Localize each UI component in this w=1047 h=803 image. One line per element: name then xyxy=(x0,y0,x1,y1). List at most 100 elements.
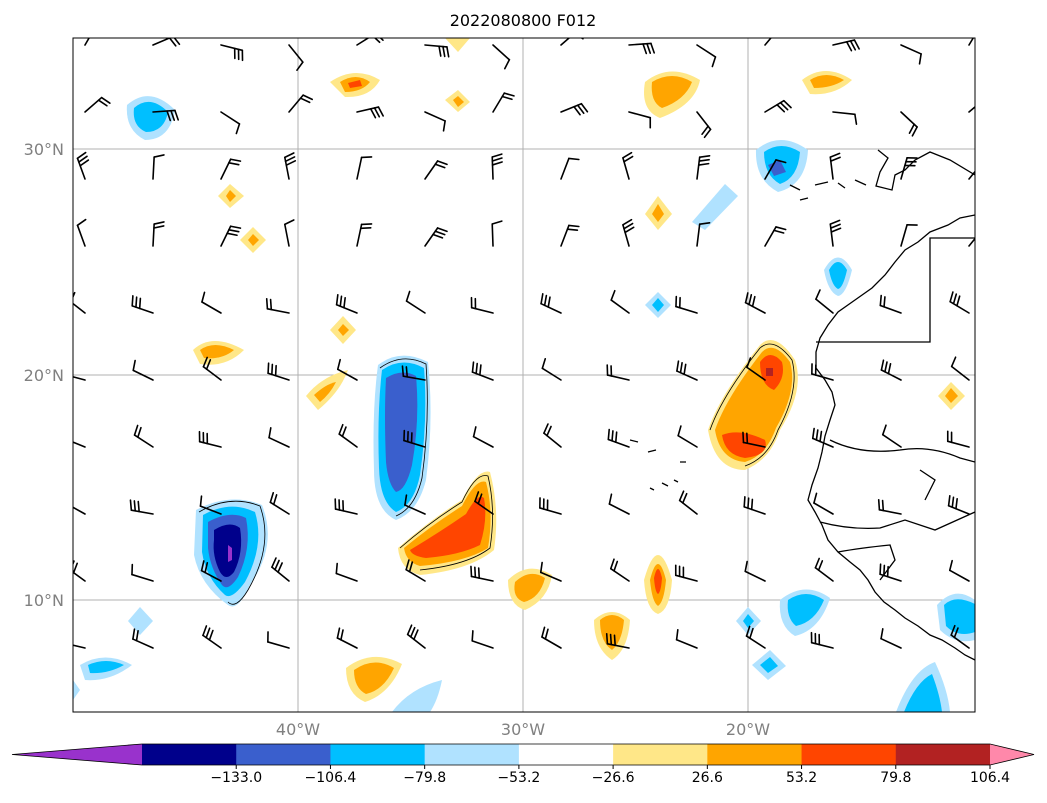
wind-barb xyxy=(470,565,494,582)
wind-barb xyxy=(829,152,841,180)
colorbar-tick-label: 26.6 xyxy=(692,770,723,786)
wind-barb xyxy=(606,364,630,381)
wind-barb xyxy=(356,156,373,180)
wind-barb xyxy=(471,630,494,649)
colorbar-extend-low xyxy=(12,744,142,765)
colorbar-swatch xyxy=(707,744,803,765)
colorbar-tick-label: 106.4 xyxy=(970,770,1010,786)
lon-label-40w: 40°W xyxy=(276,720,320,739)
wind-barb xyxy=(560,224,580,247)
wind-barb xyxy=(811,427,834,448)
wind-barb xyxy=(152,109,180,122)
wind-barb xyxy=(541,357,562,381)
border-line-5 xyxy=(919,469,936,501)
wind-barb xyxy=(764,99,792,113)
wind-barb xyxy=(424,227,448,247)
wind-barb xyxy=(199,495,222,515)
wind-barb xyxy=(220,158,242,180)
contour-fills xyxy=(73,38,975,712)
wind-barb xyxy=(678,490,698,515)
wind-barb xyxy=(813,492,834,515)
wind-barb xyxy=(356,38,384,46)
wind-barb xyxy=(73,375,86,381)
wind-barb xyxy=(814,557,834,582)
lon-label-20w: 20°W xyxy=(726,720,770,739)
latitude-labels: 30°N 20°N 10°N xyxy=(24,140,64,610)
colorbar-tick-label: −26.6 xyxy=(592,770,635,786)
wind-barb xyxy=(335,294,358,314)
wind-barb xyxy=(268,427,290,448)
wind-barb xyxy=(744,292,766,314)
wind-barb xyxy=(335,562,358,582)
wind-barb xyxy=(132,359,154,381)
wind-barb xyxy=(267,631,290,649)
wind-barb xyxy=(424,44,450,58)
contour-blob-negative-central xyxy=(373,355,431,520)
wind-barb xyxy=(406,624,426,649)
colorbar-tick-label: 79.8 xyxy=(880,770,911,786)
wind-barb xyxy=(541,626,562,649)
wind-barb xyxy=(424,160,448,180)
contour-small-negatives xyxy=(73,96,975,712)
wind-barb xyxy=(492,92,515,113)
wind-barb xyxy=(560,157,580,180)
wind-barb xyxy=(743,496,766,515)
wind-barb xyxy=(404,494,426,515)
wind-barb xyxy=(745,625,766,649)
wind-barb xyxy=(84,96,111,113)
wind-barb xyxy=(472,426,494,448)
wind-barb xyxy=(605,633,630,649)
wind-barb xyxy=(470,296,494,314)
wind-barb xyxy=(947,495,970,515)
wind-barb xyxy=(900,157,918,180)
wind-barb xyxy=(879,294,902,314)
coast-top-right xyxy=(875,149,975,191)
colorbar-swatch xyxy=(801,744,897,765)
colorbar-swatch xyxy=(518,744,614,765)
wind-barb xyxy=(540,293,562,314)
wind-barb xyxy=(356,106,384,119)
canary-islands xyxy=(789,179,867,201)
colorbar-swatch xyxy=(330,744,426,765)
wind-barb xyxy=(696,154,711,180)
lat-label-20n: 20°N xyxy=(24,366,64,385)
wind-barb xyxy=(133,424,154,448)
wind-barb xyxy=(815,289,834,314)
wind-barb xyxy=(950,356,970,381)
wind-barb xyxy=(131,563,154,582)
wind-barb xyxy=(949,291,970,314)
colorbar-tick-label: −53.2 xyxy=(497,770,540,786)
wind-barb xyxy=(492,44,511,70)
wind-barb xyxy=(968,38,975,46)
wind-barb xyxy=(622,151,634,180)
wind-barb xyxy=(968,105,975,113)
wind-barb xyxy=(198,430,222,448)
wind-barb xyxy=(881,424,902,448)
cape-verde-islands xyxy=(629,439,686,491)
wind-barb xyxy=(152,154,165,180)
wind-barbs xyxy=(73,38,975,649)
wind-barb xyxy=(832,39,860,52)
wind-barb xyxy=(764,38,772,46)
wind-barb xyxy=(696,221,711,247)
colorbar-swatch xyxy=(613,744,708,765)
lat-label-30n: 30°N xyxy=(24,140,64,159)
wind-barb xyxy=(764,226,787,247)
wind-barb xyxy=(271,557,290,582)
wind-barb xyxy=(424,111,446,132)
plot-area xyxy=(72,37,976,713)
wind-barb xyxy=(405,290,426,314)
wind-barb xyxy=(73,644,86,649)
colorbar-swatch xyxy=(424,744,520,765)
wind-barb xyxy=(220,111,241,135)
wind-barb xyxy=(73,506,86,515)
wind-barb xyxy=(265,298,290,314)
wind-barb xyxy=(628,42,656,55)
wind-barb xyxy=(334,498,358,515)
wind-barb xyxy=(609,558,630,582)
lat-label-10n: 10°N xyxy=(24,591,64,610)
wind-barb xyxy=(880,628,902,649)
wind-barb xyxy=(696,44,717,68)
plot-frame xyxy=(72,37,976,713)
